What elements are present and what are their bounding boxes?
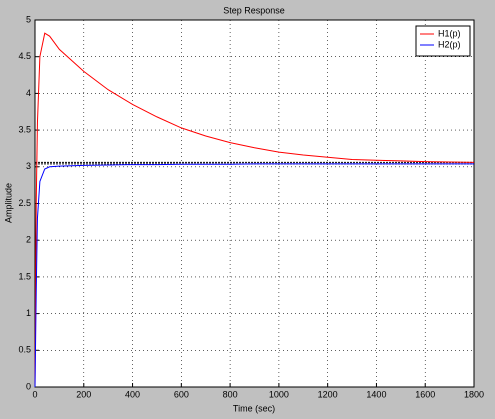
y-tick-label: 1 xyxy=(26,308,31,318)
x-tick-label: 1200 xyxy=(318,389,338,399)
y-tick-label: 5 xyxy=(26,14,31,24)
y-tick-label: 0.5 xyxy=(18,345,31,355)
chart-title: Step Response xyxy=(223,5,285,15)
y-tick-label: 4.5 xyxy=(18,51,31,61)
y-tick-label: 0 xyxy=(26,381,31,391)
x-axis-label: Time (sec) xyxy=(233,403,275,413)
legend-label: H1(p) xyxy=(438,28,461,38)
x-tick-label: 1400 xyxy=(366,389,386,399)
legend-box xyxy=(415,25,471,57)
y-axis-label: Amplitude xyxy=(3,183,13,223)
x-tick-label: 600 xyxy=(174,389,189,399)
x-tick-label: 200 xyxy=(76,389,91,399)
x-tick-label: 1800 xyxy=(464,389,484,399)
x-tick-label: 1000 xyxy=(269,389,289,399)
legend-label: H2(p) xyxy=(438,39,461,49)
y-tick-label: 1.5 xyxy=(18,271,31,281)
x-tick-label: 800 xyxy=(223,389,238,399)
y-tick-label: 2.5 xyxy=(18,198,31,208)
series-line xyxy=(34,163,474,388)
series-line xyxy=(34,32,475,388)
x-tick-label: 1600 xyxy=(415,389,435,399)
plot-area xyxy=(34,19,475,388)
x-tick-label: 400 xyxy=(125,389,140,399)
y-tick-label: 2 xyxy=(26,235,31,245)
y-tick-label: 3.5 xyxy=(18,124,31,134)
y-tick-label: 4 xyxy=(26,88,31,98)
x-tick-label: 0 xyxy=(32,389,37,399)
y-tick-label: 3 xyxy=(26,161,31,171)
